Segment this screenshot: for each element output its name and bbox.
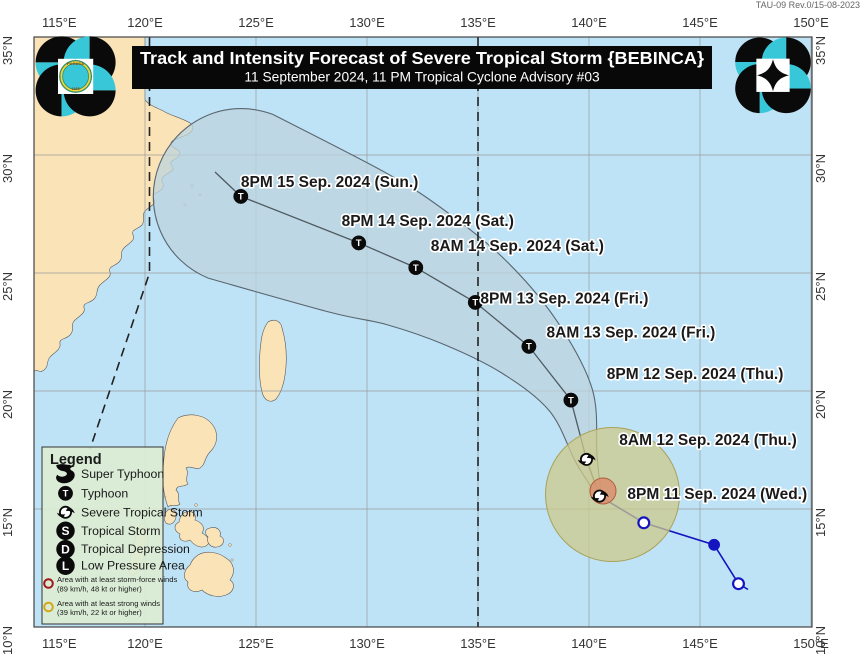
svg-text:(89 km/h, 48 kt or higher): (89 km/h, 48 kt or higher) xyxy=(57,584,142,593)
svg-text:8AM 12 Sep. 2024 (Thu.): 8AM 12 Sep. 2024 (Thu.) xyxy=(619,432,796,449)
svg-text:(39 km/h, 22 kt or higher): (39 km/h, 22 kt or higher) xyxy=(57,608,142,617)
svg-text:30°N: 30°N xyxy=(813,154,828,183)
svg-text:8AM 14 Sep. 2024 (Sat.): 8AM 14 Sep. 2024 (Sat.) xyxy=(431,238,604,255)
svg-text:Low Pressure Area: Low Pressure Area xyxy=(81,559,185,573)
svg-text:115°E: 115°E xyxy=(42,15,77,30)
svg-text:130°E: 130°E xyxy=(349,636,385,651)
svg-text:150°E: 150°E xyxy=(793,15,829,30)
svg-text:130°E: 130°E xyxy=(349,15,385,30)
svg-text:120°E: 120°E xyxy=(127,15,163,30)
svg-text:35°N: 35°N xyxy=(813,36,828,65)
svg-text:135°E: 135°E xyxy=(460,15,496,30)
svg-text:25°N: 25°N xyxy=(813,272,828,301)
svg-text:Severe Tropical Storm: Severe Tropical Storm xyxy=(81,505,203,519)
svg-text:125°E: 125°E xyxy=(238,15,274,30)
svg-text:TAU-09 Rev.0/15-08-2023: TAU-09 Rev.0/15-08-2023 xyxy=(756,0,860,10)
svg-text:Tropical Storm: Tropical Storm xyxy=(81,524,161,538)
svg-text:15°N: 15°N xyxy=(813,508,828,537)
svg-text:10°N: 10°N xyxy=(0,626,15,655)
svg-text:8PM 14 Sep. 2024 (Sat.): 8PM 14 Sep. 2024 (Sat.) xyxy=(342,213,514,230)
svg-text:25°N: 25°N xyxy=(0,272,15,301)
svg-text:140°E: 140°E xyxy=(571,15,607,30)
svg-text:20°N: 20°N xyxy=(813,390,828,419)
svg-text:125°E: 125°E xyxy=(238,636,274,651)
svg-text:135°E: 135°E xyxy=(460,636,496,651)
svg-text:30°N: 30°N xyxy=(0,154,15,183)
svg-text:145°E: 145°E xyxy=(682,636,718,651)
svg-text:Typhoon: Typhoon xyxy=(81,486,128,500)
svg-text:140°E: 140°E xyxy=(571,636,607,651)
svg-text:Tropical Depression: Tropical Depression xyxy=(81,542,190,556)
svg-text:Area with at least storm-force: Area with at least storm-force winds xyxy=(57,575,177,584)
svg-text:35°N: 35°N xyxy=(0,36,15,65)
svg-text:8AM 13 Sep. 2024 (Fri.): 8AM 13 Sep. 2024 (Fri.) xyxy=(547,325,716,342)
svg-text:1865: 1865 xyxy=(72,87,80,91)
svg-text:145°E: 145°E xyxy=(682,15,718,30)
svg-text:15°N: 15°N xyxy=(0,508,15,537)
svg-text:8PM 13 Sep. 2024 (Fri.): 8PM 13 Sep. 2024 (Fri.) xyxy=(480,291,648,308)
svg-text:Track and Intensity Forecast o: Track and Intensity Forecast of Severe T… xyxy=(140,48,704,68)
svg-text:10°N: 10°N xyxy=(813,626,828,655)
svg-text:115°E: 115°E xyxy=(42,636,77,651)
svg-text:Area with at least strong wind: Area with at least strong winds xyxy=(57,599,160,608)
svg-text:PAGASA: PAGASA xyxy=(67,61,84,66)
svg-text:20°N: 20°N xyxy=(0,390,15,419)
svg-text:Super Typhoon: Super Typhoon xyxy=(81,467,164,481)
svg-text:11 September 2024, 11 PM Tropi: 11 September 2024, 11 PM Tropical Cyclon… xyxy=(244,70,600,85)
svg-text:120°E: 120°E xyxy=(127,636,163,651)
svg-text:8PM 11 Sep. 2024 (Wed.): 8PM 11 Sep. 2024 (Wed.) xyxy=(627,486,807,503)
svg-text:8PM 12 Sep. 2024 (Thu.): 8PM 12 Sep. 2024 (Thu.) xyxy=(607,366,784,383)
svg-text:8PM 15 Sep. 2024 (Sun.): 8PM 15 Sep. 2024 (Sun.) xyxy=(241,174,418,191)
